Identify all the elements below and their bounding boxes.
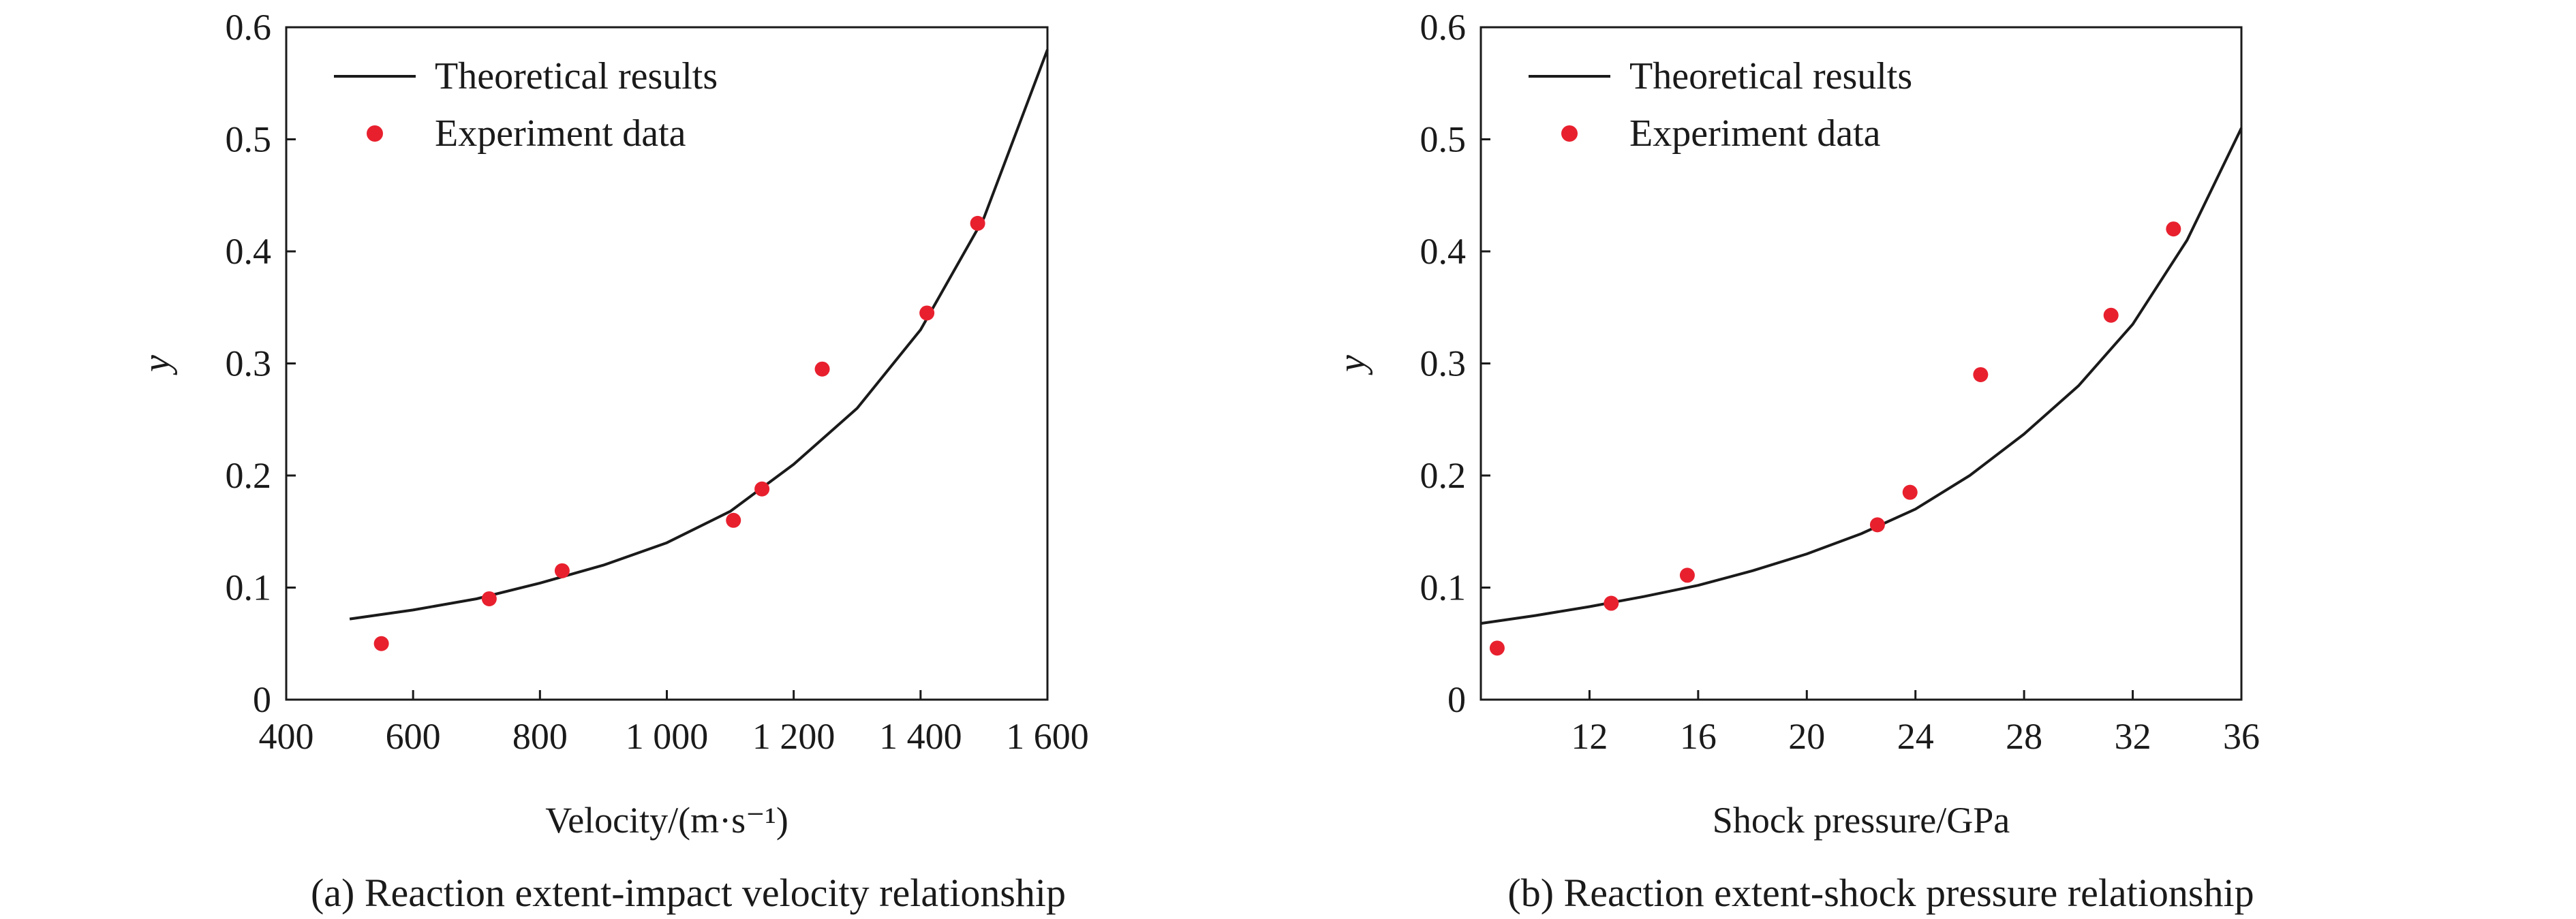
y-tick-label: 0.6	[226, 7, 272, 48]
y-tick-label: 0.5	[226, 119, 272, 160]
legend-dot-swatch	[1561, 125, 1578, 142]
data-point-experiment	[1489, 640, 1505, 656]
x-tick-label: 1 200	[752, 716, 835, 757]
x-tick-label: 1 000	[626, 716, 709, 757]
legend-dot-swatch	[367, 125, 383, 142]
x-tick-label: 32	[2115, 716, 2151, 757]
data-point-experiment	[919, 305, 935, 321]
data-point-experiment	[554, 563, 570, 578]
chart-panel-a: 400 600 800 1 000 1 200 1 400 1 600 0 0.1 0.2 0.3 0…	[136, 7, 1089, 915]
data-point-experiment	[1902, 484, 1918, 500]
y-tick-label: 0.2	[1420, 455, 1467, 496]
data-point-experiment	[970, 215, 985, 231]
chart-caption: (a) Reaction extent-impact velocity rela…	[311, 871, 1066, 915]
y-tick-label: 0.3	[226, 343, 272, 384]
legend-label-theoretical: Theoretical results	[435, 55, 718, 97]
x-tick-label: 1 400	[879, 716, 962, 757]
x-tick-label: 28	[2006, 716, 2042, 757]
y-tick-label: 0.3	[1420, 343, 1467, 384]
data-point-experiment	[726, 512, 741, 528]
chart-panel-b: 12 16 20 24 28 32 36 0 0.1 0.2 0.3 0.4 0.5 0.6 Shock p…	[1331, 7, 2260, 915]
x-tick-label: 20	[1788, 716, 1825, 757]
data-point-experiment	[1679, 567, 1695, 583]
x-tick-label: 24	[1897, 716, 1934, 757]
data-point-experiment	[1604, 595, 1619, 611]
legend-label-theoretical: Theoretical results	[1629, 55, 1912, 97]
data-point-experiment	[1869, 517, 1885, 533]
data-point-experiment	[1973, 367, 1989, 382]
y-tick-label: 0	[1447, 679, 1466, 720]
y-tick-label: 0.4	[226, 231, 272, 272]
legend-label-experiment: Experiment data	[1629, 112, 1881, 155]
x-tick-label: 600	[386, 716, 441, 757]
y-tick-label: 0.2	[226, 455, 272, 496]
y-axis-title: y	[136, 355, 178, 375]
x-tick-label: 400	[259, 716, 314, 757]
data-point-experiment	[373, 636, 389, 651]
y-tick-label: 0.1	[226, 567, 272, 608]
data-point-experiment	[2103, 307, 2119, 323]
x-tick-label: 36	[2223, 716, 2260, 757]
y-tick-label: 0.6	[1420, 7, 1467, 48]
y-tick-label: 0	[253, 679, 271, 720]
x-tick-label: 1 600	[1006, 716, 1089, 757]
legend: Theoretical results Experiment data	[1529, 55, 1912, 155]
x-axis-title: Velocity/(m·s⁻¹)	[545, 800, 788, 841]
data-point-experiment	[814, 361, 830, 377]
y-tick-label: 0.1	[1420, 567, 1467, 608]
y-axis-title: y	[1331, 355, 1373, 375]
x-tick-label: 16	[1680, 716, 1717, 757]
x-tick-label: 800	[512, 716, 568, 757]
chart-caption: (b) Reaction extent-shock pressure relat…	[1507, 871, 2254, 915]
data-point-experiment	[2166, 221, 2181, 237]
legend-label-experiment: Experiment data	[435, 112, 686, 155]
series-line-theoretical	[1480, 127, 2243, 625]
data-point-experiment	[754, 481, 770, 497]
y-tick-label: 0.5	[1420, 119, 1467, 160]
x-tick-label: 12	[1571, 716, 1608, 757]
x-axis-title: Shock pressure/GPa	[1713, 800, 2010, 841]
data-point-experiment	[481, 591, 497, 606]
y-tick-label: 0.4	[1420, 231, 1467, 272]
legend: Theoretical results Experiment data	[334, 55, 718, 155]
